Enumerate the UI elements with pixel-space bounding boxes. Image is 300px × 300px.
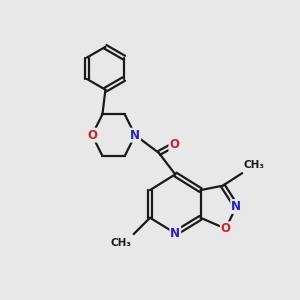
Text: O: O (87, 129, 97, 142)
Text: CH₃: CH₃ (110, 238, 131, 248)
Text: N: N (170, 227, 180, 240)
Text: N: N (130, 129, 140, 142)
Text: O: O (169, 138, 179, 151)
Text: CH₃: CH₃ (244, 160, 265, 170)
Text: N: N (231, 200, 241, 213)
Text: O: O (221, 222, 231, 235)
